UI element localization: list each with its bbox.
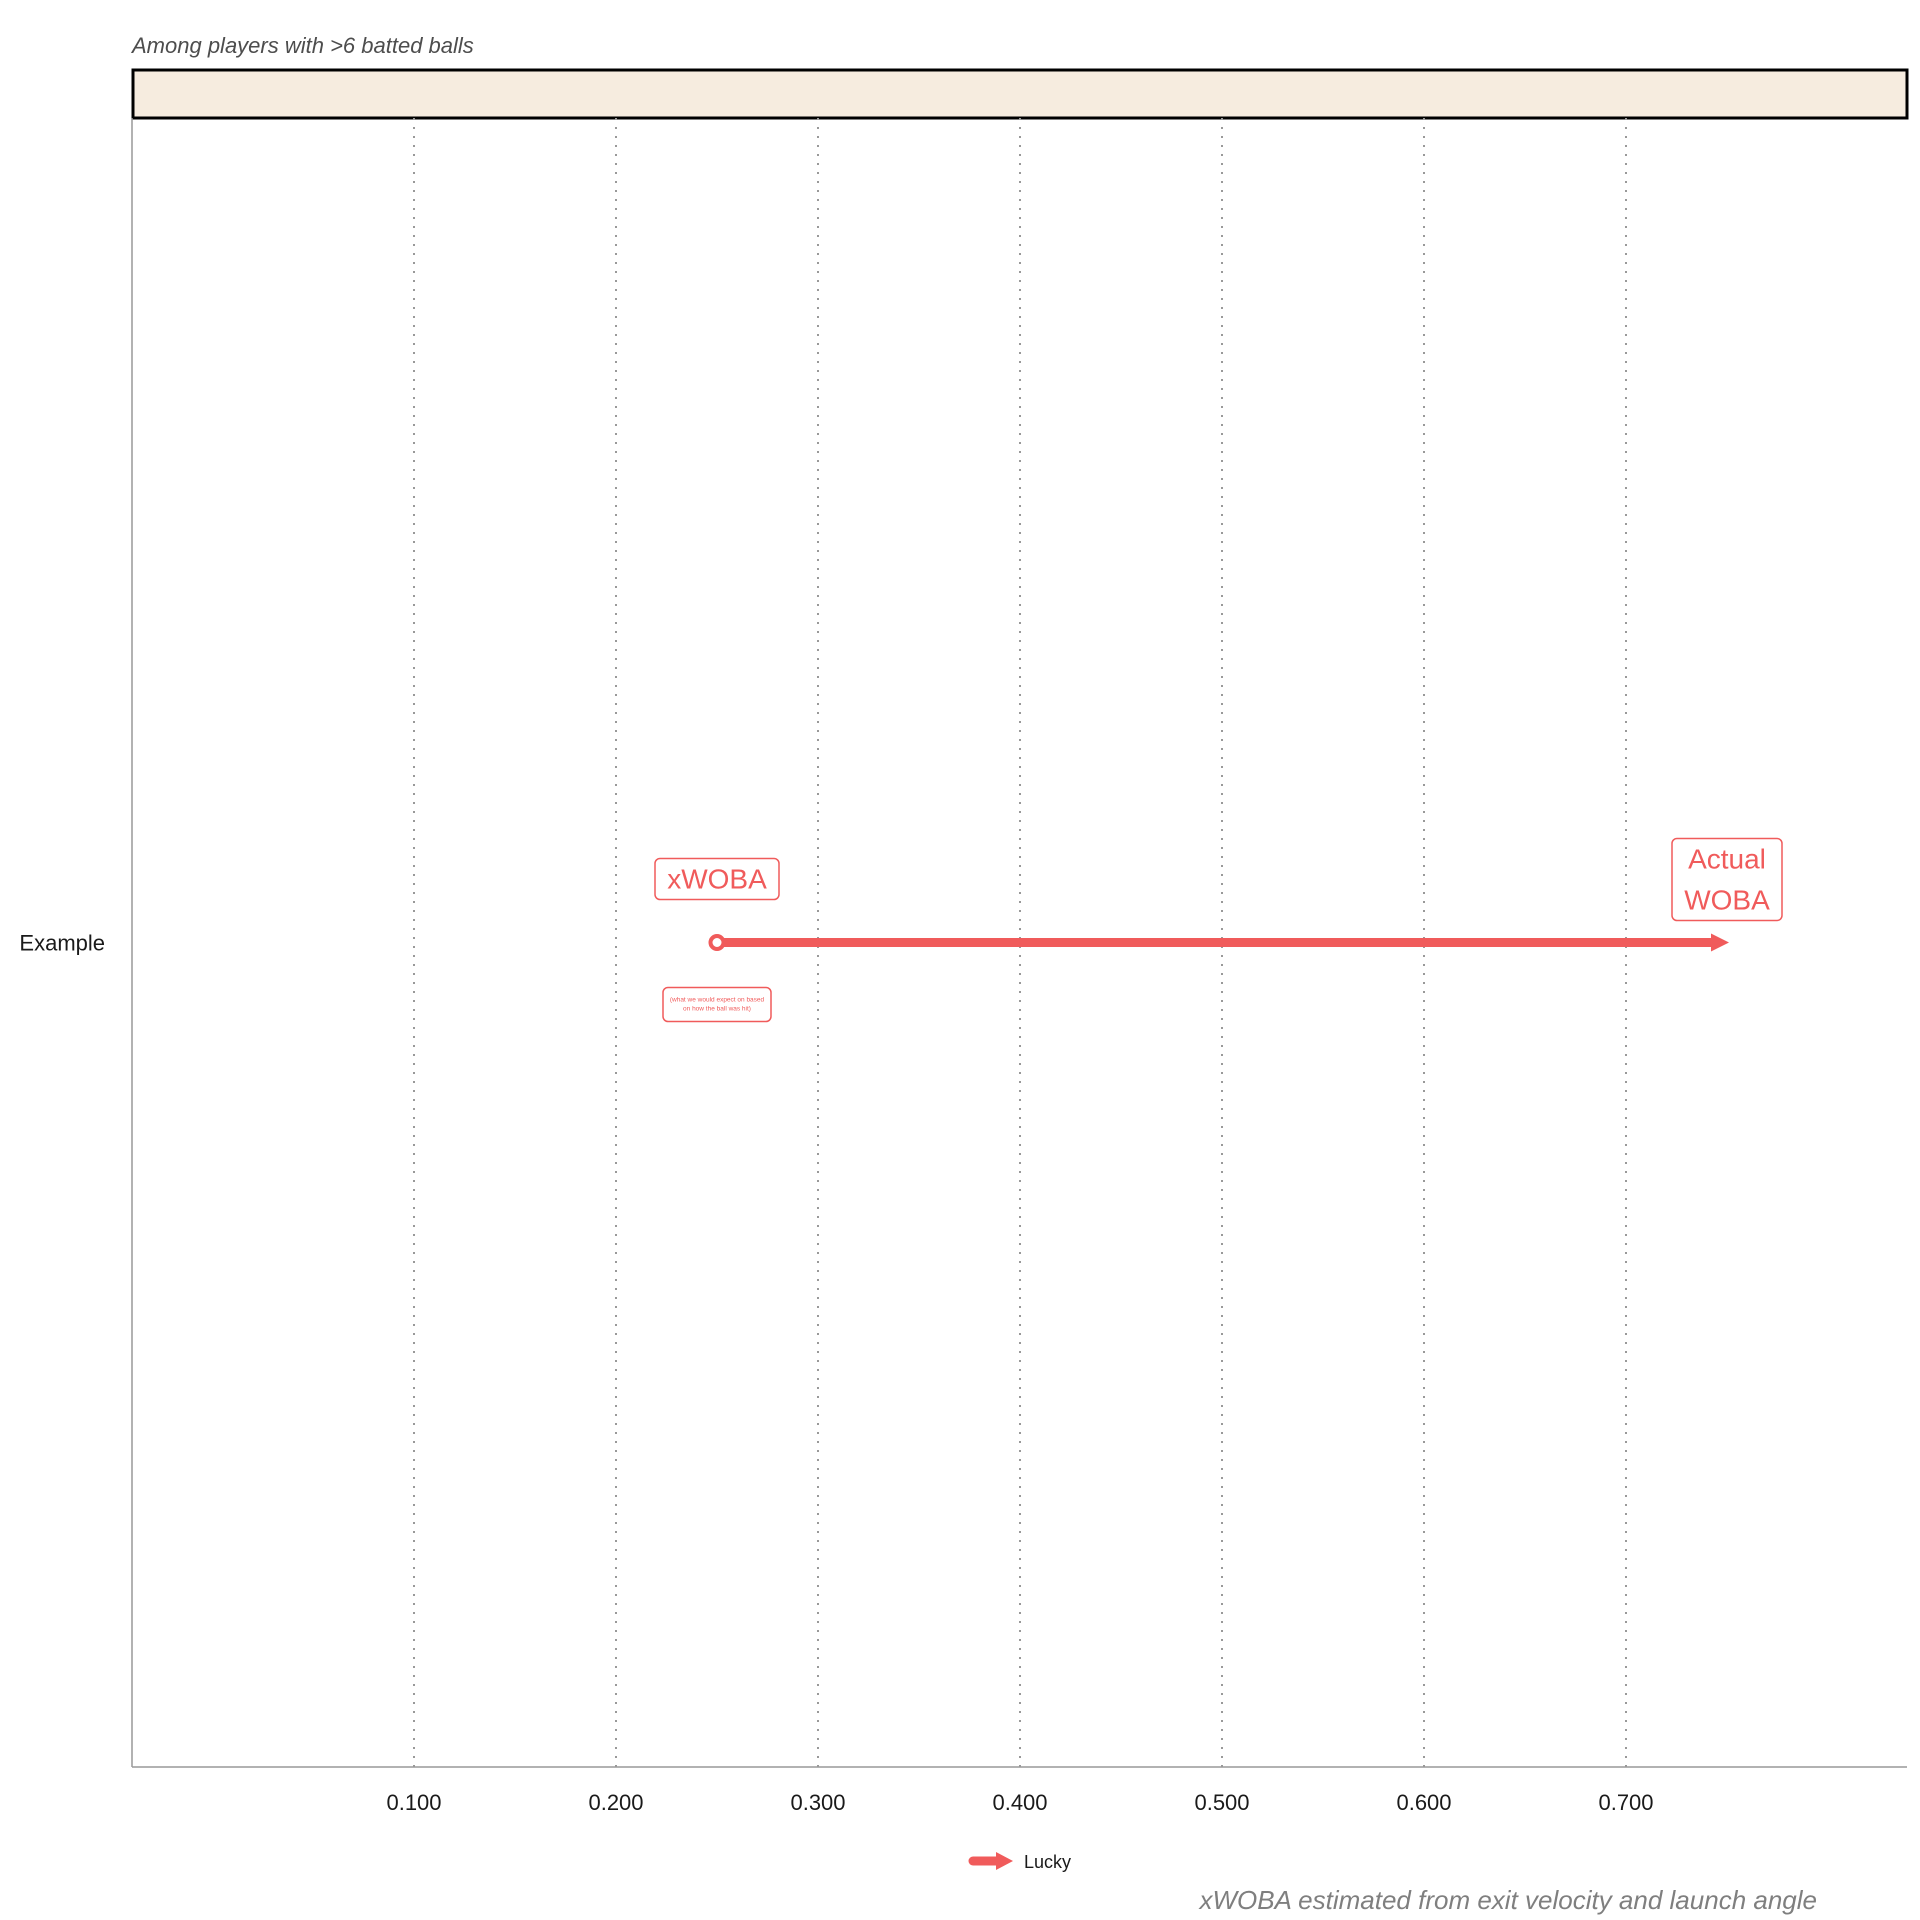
x-tick-label: 0.600 [1396, 1790, 1451, 1815]
x-tick-label: 0.700 [1598, 1790, 1653, 1815]
legend-key-head [996, 1852, 1013, 1870]
end-label-box [1671, 837, 1783, 922]
x-tick-labels: 0.100 0.200 0.300 0.400 0.500 0.600 0.700 [386, 1790, 1653, 1815]
x-tick-label: 0.400 [992, 1790, 1047, 1815]
y-category-label: Example [19, 931, 105, 956]
legend: Lucky [968, 1852, 1071, 1872]
x-tick-label: 0.100 [386, 1790, 441, 1815]
end-label: Actual WOBA [1684, 844, 1770, 916]
arrow-marks: xWOBA (what we would expect on based on ho… [654, 837, 1783, 1023]
x-tick-label: 0.200 [588, 1790, 643, 1815]
x-tick-label: 0.300 [790, 1790, 845, 1815]
start-label-box [654, 857, 780, 901]
start-point [708, 934, 726, 951]
legend-label: Lucky [1024, 1852, 1071, 1872]
facet-strip [131, 68, 1909, 120]
start-label: xWOBA [667, 864, 767, 895]
chart-caption: xWOBA estimated from exit velocity and l… [1197, 1885, 1817, 1915]
y-category-labels: Example [19, 931, 105, 956]
arrow-head [1711, 933, 1729, 952]
start-note-box [662, 986, 772, 1023]
chart-subtitle: Among players with >6 batted balls [130, 33, 474, 58]
x-tick-label: 0.500 [1194, 1790, 1249, 1815]
start-note: (what we would expect on based on how the… [670, 997, 765, 1013]
